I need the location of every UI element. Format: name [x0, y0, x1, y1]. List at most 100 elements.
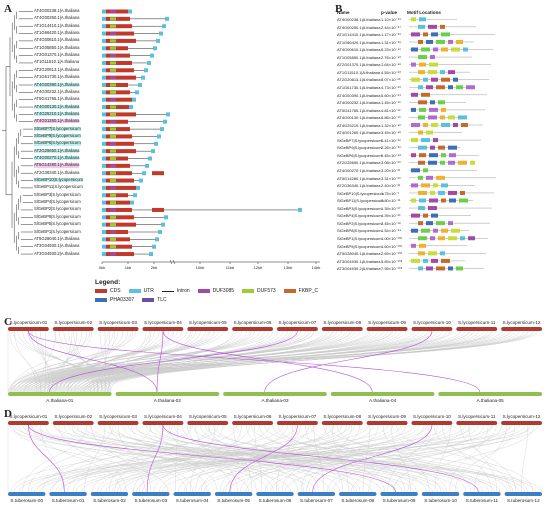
- cds-block: [106, 90, 130, 95]
- motif-row-pvalue: 2.69×10⁻¹⁰²: [381, 251, 402, 257]
- utr-block: [102, 112, 106, 117]
- synteny-link: [83, 330, 535, 393]
- utr-block: [102, 31, 106, 36]
- chromosome-bar: [52, 421, 94, 425]
- cds-block: [106, 105, 129, 110]
- motif-block: [411, 62, 416, 67]
- motif-row-name: AT2G36340.1|A.thaliana: [337, 183, 381, 189]
- motif-row-pvalue: 2.44×10⁻⁶⁷: [381, 24, 401, 30]
- utr-block: [150, 53, 154, 58]
- chromosome-label: S.lycopersicum-08: [323, 414, 362, 419]
- motif-block: [418, 251, 425, 256]
- motif-block: [428, 115, 437, 120]
- cds-block: [106, 97, 132, 102]
- utr-block: [102, 222, 106, 227]
- gene-label: AT3G04930.2|A.thaliana: [34, 250, 80, 256]
- motif-block: [430, 100, 435, 105]
- chromosome-label: S.lycopersicum-11: [458, 414, 496, 419]
- chromosome-bar: [456, 421, 498, 425]
- motif-row-pvalue: 2.76×10⁻⁴⁰: [381, 54, 402, 60]
- synteny-link: [80, 330, 494, 393]
- axis-break: [172, 259, 176, 265]
- motif-row-name: AT4G00390.1|A.thaliana: [337, 92, 381, 98]
- motif-block: [411, 258, 420, 263]
- chromosome-bar: [173, 492, 211, 496]
- motif-block: [418, 100, 427, 105]
- highlight-link: [162, 424, 479, 493]
- chromosome-bar: [8, 327, 49, 331]
- synteny-link: [468, 424, 498, 493]
- synteny-link: [11, 330, 224, 393]
- utr-block: [152, 244, 156, 249]
- highlight-link: [28, 424, 65, 493]
- chromosome-bar: [366, 327, 408, 331]
- domain-block: [110, 90, 116, 94]
- gene-label: SlGeBP3|S.lycopersicum: [34, 191, 81, 197]
- motif-block: [430, 55, 435, 60]
- synteny-link: [53, 424, 542, 493]
- cds-block: [106, 193, 128, 198]
- domain-block: [110, 17, 116, 21]
- motif-row-pvalue: 4.39×10⁻²⁶: [381, 213, 401, 219]
- gene-label: AT4G25210.1|A.thaliana: [34, 110, 80, 117]
- motif-block: [421, 92, 430, 97]
- chromosome-bar: [187, 421, 229, 425]
- motif-block: [436, 266, 445, 271]
- motif-block: [418, 175, 423, 180]
- utr-block: [102, 90, 106, 95]
- domain-block: [110, 179, 116, 183]
- motif-block: [441, 228, 448, 233]
- chromosome-bar: [330, 392, 435, 396]
- motif-block: [456, 39, 463, 44]
- motif-row-pvalue: 2.40×10⁻²¹: [381, 183, 401, 189]
- chromosome-label: S.tuberosum-08: [341, 498, 375, 503]
- motif-row-pvalue: 5.60×10⁻⁵⁹: [381, 92, 402, 98]
- synteny-link: [44, 330, 92, 393]
- synteny-link: [351, 424, 502, 493]
- domain-block: [110, 46, 116, 50]
- scale-tick-label: 0kb: [99, 265, 106, 270]
- legend-swatch: [242, 289, 255, 293]
- gene-label: SlGeBP11|S.lycopersicum: [34, 184, 83, 190]
- utr-block: [157, 134, 161, 139]
- utr-block: [102, 38, 106, 43]
- utr-block: [102, 16, 106, 21]
- motif-block: [418, 145, 427, 150]
- cds-block: [106, 215, 134, 220]
- motif-block: [441, 198, 446, 203]
- panel-label-c: C: [4, 316, 12, 328]
- gene-label: AT4G00250.1|A.thaliana: [34, 15, 80, 21]
- synteny-link: [473, 424, 507, 493]
- chromosome-label: S.lycopersicum-09: [368, 320, 406, 325]
- motif-row-name: SlGeBP5|S.lycopersicum: [337, 243, 382, 249]
- chromosome-label: S.lycopersicum-04: [144, 320, 182, 325]
- utr-block: [139, 178, 143, 183]
- motif-block: [461, 123, 468, 127]
- utr-block: [102, 24, 106, 29]
- cds-block: [106, 200, 130, 205]
- domain-block: [110, 142, 116, 146]
- motif-row-name: AT4G25210.1|A.thaliana: [337, 122, 381, 128]
- motif-block: [423, 258, 428, 263]
- motif-row-name: AT1G66420.1|A.thaliana: [337, 39, 381, 45]
- domain-block: [110, 54, 116, 58]
- utr-block: [138, 83, 142, 87]
- synteny-link: [101, 330, 111, 393]
- utr-block: [102, 230, 106, 234]
- gene-label: SlGeBP10|S.lycopersicum: [34, 177, 84, 183]
- gene-label: AT4G00232.1|A.thaliana: [34, 88, 80, 94]
- motif-row-name: AT1G61730.1|A.thaliana: [337, 84, 381, 90]
- motif-block: [428, 251, 437, 256]
- chromosome-bar: [223, 392, 327, 396]
- motif-row-pvalue: 6.86×10⁻¹⁹: [381, 115, 401, 121]
- utr-block: [166, 112, 170, 117]
- motif-block: [411, 47, 418, 52]
- chromosome-label: A.thaliana-05: [476, 398, 504, 403]
- gene-label: AT4G00390.1|A.thaliana: [34, 81, 80, 87]
- cds-block: [106, 134, 132, 139]
- domain-block: [110, 120, 116, 124]
- axis-break: [169, 259, 173, 265]
- motif-row-pvalue: 1.64×10⁻⁴⁶: [381, 62, 402, 68]
- table-header-motif: Motif Locations: [407, 10, 441, 15]
- chromosome-bar: [339, 492, 377, 496]
